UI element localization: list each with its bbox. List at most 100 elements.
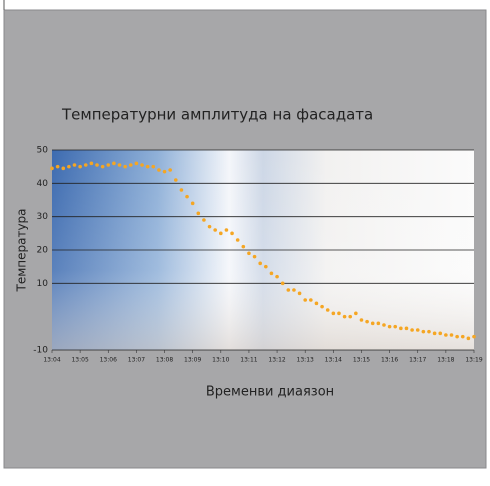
data-point (325, 308, 330, 312)
data-point (207, 224, 212, 229)
data-point (264, 264, 268, 269)
data-point (354, 311, 358, 316)
y-tick-label: 20 (37, 246, 49, 256)
x-tick-label: 13:05 (71, 357, 88, 364)
data-point (140, 163, 144, 167)
y-axis-label: Температура (15, 208, 29, 292)
data-point (444, 333, 448, 337)
y-tick-label: -10 (33, 346, 48, 356)
x-tick-label: 13:04 (43, 357, 60, 364)
data-point (123, 164, 127, 169)
data-point (466, 336, 471, 341)
data-point (280, 281, 285, 286)
data-point (460, 334, 465, 339)
data-point (252, 254, 257, 259)
data-point (78, 164, 82, 169)
data-point (179, 188, 184, 192)
data-point (224, 228, 229, 232)
data-point (275, 274, 279, 279)
data-point (342, 314, 347, 319)
data-point (100, 164, 105, 169)
data-point (230, 231, 234, 236)
data-point (415, 328, 420, 332)
data-point (185, 194, 189, 199)
data-point (376, 321, 381, 326)
x-tick-label: 13:13 (297, 357, 314, 364)
data-point (370, 321, 375, 326)
x-tick-label: 13:19 (465, 357, 482, 364)
data-point (134, 161, 139, 166)
data-point (365, 319, 369, 324)
data-point (151, 164, 156, 169)
data-point (359, 318, 364, 322)
data-point (382, 323, 386, 327)
x-tick-label: 13:09 (184, 357, 201, 364)
data-point (61, 166, 66, 171)
data-point (95, 163, 99, 167)
data-point (173, 178, 178, 182)
data-point (404, 326, 409, 331)
data-point (432, 331, 437, 336)
data-point (438, 331, 443, 336)
data-point (292, 288, 296, 292)
x-tick-label: 13:11 (240, 357, 257, 364)
data-point (449, 333, 454, 337)
data-point (387, 324, 392, 329)
data-point (309, 298, 313, 302)
data-point (219, 231, 223, 236)
data-point (399, 326, 403, 331)
x-tick-label: 13:15 (353, 357, 370, 364)
data-point (427, 329, 431, 334)
data-point (117, 163, 122, 167)
data-point (162, 169, 167, 174)
data-point (286, 288, 291, 292)
chart-title: Температурни амплитуда на фасадата (61, 106, 373, 124)
y-tick-label: 30 (37, 212, 49, 222)
y-tick-label: 10 (37, 279, 49, 289)
data-point (196, 211, 201, 216)
data-point (410, 328, 414, 332)
y-tick-label: 40 (37, 179, 49, 189)
data-point (202, 218, 206, 222)
data-point (67, 164, 71, 169)
data-point (297, 291, 302, 296)
x-tick-label: 13:12 (268, 357, 285, 364)
data-point (145, 164, 150, 169)
x-tick-label: 13:06 (100, 357, 117, 364)
data-point (168, 168, 172, 172)
data-point (213, 228, 217, 232)
x-tick-label: 13:08 (156, 357, 173, 364)
data-point (455, 334, 459, 339)
data-point (83, 163, 88, 167)
data-point (106, 163, 111, 167)
data-point (247, 251, 251, 256)
data-point (472, 334, 476, 339)
x-tick-label: 13:14 (325, 357, 342, 364)
data-point (55, 164, 60, 169)
x-tick-label: 13:07 (128, 357, 145, 364)
data-point (190, 201, 195, 206)
data-point (157, 168, 161, 172)
data-point (112, 161, 116, 166)
x-tick-label: 13:16 (381, 357, 398, 364)
data-point (331, 311, 336, 316)
data-point (72, 163, 77, 167)
data-point (128, 163, 133, 167)
data-point (235, 238, 240, 242)
x-tick-label: 13:18 (437, 357, 454, 364)
x-tick-label: 13:17 (409, 357, 426, 364)
data-point (269, 271, 274, 276)
data-point (337, 311, 341, 316)
y-tick-label: 50 (37, 146, 49, 156)
data-point (320, 304, 324, 309)
data-point (303, 298, 308, 302)
data-point (314, 301, 319, 306)
data-point (421, 329, 426, 334)
data-point (348, 314, 353, 319)
data-point (393, 324, 398, 329)
data-point (241, 244, 246, 249)
x-axis-label: Временви диаязон (206, 385, 334, 400)
x-tick-label: 13:10 (212, 357, 229, 364)
data-point (258, 261, 262, 266)
